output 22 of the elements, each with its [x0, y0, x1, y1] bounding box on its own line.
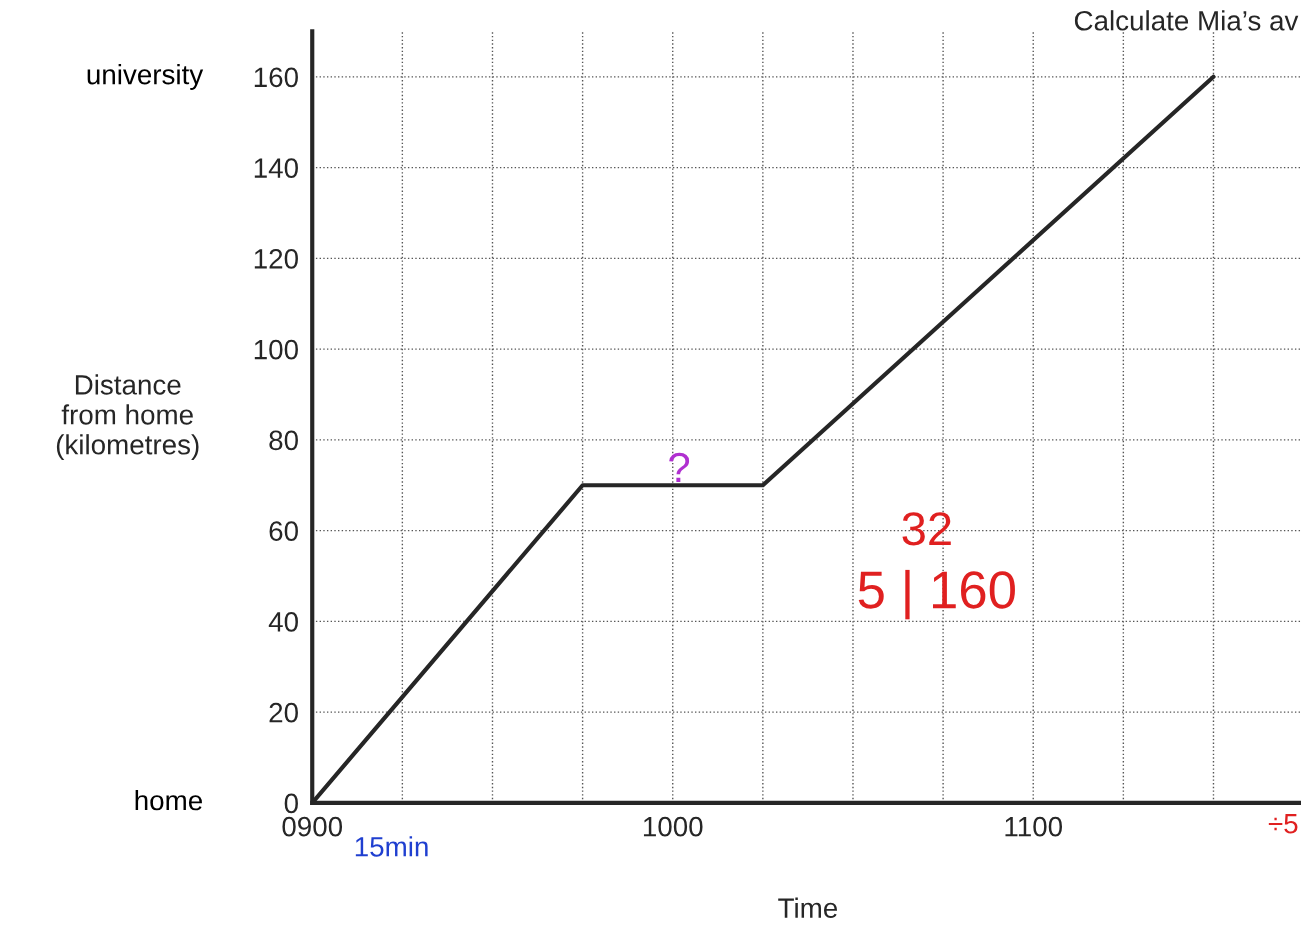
x-tick-label: 1000 [643, 816, 703, 837]
y-axis-title: Distance from home (kilometres) [56, 374, 199, 461]
y-tick-label: 20 [269, 702, 298, 723]
annotation: ? [669, 452, 690, 482]
chart-title: Calculate Mia’s av [1074, 10, 1299, 31]
y-tick-label: 100 [254, 339, 298, 360]
y-tick-label: 80 [269, 430, 298, 451]
y-tick-label: 140 [254, 158, 298, 178]
x-axis-title: Time [778, 897, 838, 918]
text: ÷5 [1268, 814, 1298, 834]
y-tick-label: 40 [268, 612, 298, 632]
y-tick-label: 160 [254, 67, 298, 88]
text: home [135, 789, 202, 811]
annotation: 32 [902, 512, 951, 546]
annotation: 5 | 160 [858, 569, 1015, 620]
y-tick-label: 120 [254, 249, 298, 269]
y-tick-label: 60 [269, 521, 298, 541]
y-tick-label: 0 [284, 793, 298, 814]
text: university [87, 64, 204, 90]
x-tick-label: 0900 [282, 816, 343, 837]
text: 15min [355, 836, 428, 857]
x-tick-label: 1100 [1005, 816, 1063, 837]
